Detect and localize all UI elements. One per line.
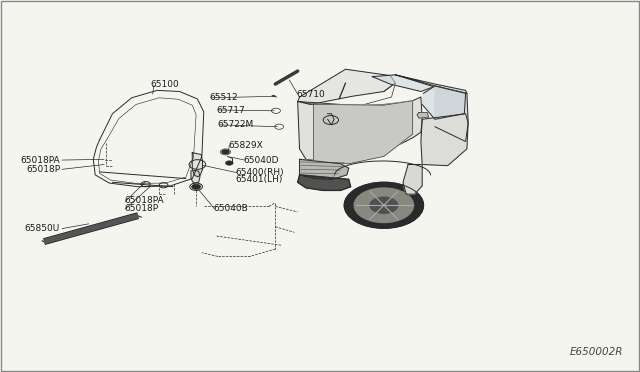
Polygon shape — [192, 153, 202, 177]
Text: 65018PA: 65018PA — [20, 155, 60, 164]
Text: 65717: 65717 — [216, 106, 245, 115]
Text: 65040B: 65040B — [213, 204, 248, 213]
Polygon shape — [421, 114, 468, 166]
Polygon shape — [417, 113, 429, 118]
Polygon shape — [298, 69, 396, 105]
Polygon shape — [298, 97, 422, 161]
Text: E650002R: E650002R — [570, 347, 623, 357]
Circle shape — [225, 161, 233, 165]
Text: 65722M: 65722M — [218, 121, 254, 129]
Text: 65040D: 65040D — [243, 155, 279, 164]
Text: 65850U: 65850U — [25, 224, 60, 233]
Circle shape — [221, 150, 229, 154]
Text: 65018P: 65018P — [26, 165, 60, 174]
Polygon shape — [298, 175, 351, 190]
Text: 65018P: 65018P — [124, 204, 158, 213]
Text: 65512: 65512 — [209, 93, 238, 102]
Text: 65710: 65710 — [296, 90, 325, 99]
Text: 65401(LH): 65401(LH) — [236, 175, 283, 184]
Polygon shape — [396, 75, 467, 93]
Text: 65829X: 65829X — [228, 141, 264, 150]
Text: 65400(RH): 65400(RH) — [236, 168, 284, 177]
Polygon shape — [300, 159, 349, 179]
Text: 65100: 65100 — [151, 80, 179, 89]
Circle shape — [191, 184, 200, 189]
Polygon shape — [435, 86, 468, 141]
Polygon shape — [314, 101, 413, 164]
Polygon shape — [191, 170, 200, 183]
Circle shape — [344, 182, 424, 228]
Text: 65018PA: 65018PA — [124, 196, 164, 205]
Circle shape — [370, 197, 397, 213]
Polygon shape — [372, 75, 434, 92]
Polygon shape — [422, 86, 466, 119]
Polygon shape — [403, 164, 422, 194]
Circle shape — [354, 188, 413, 222]
